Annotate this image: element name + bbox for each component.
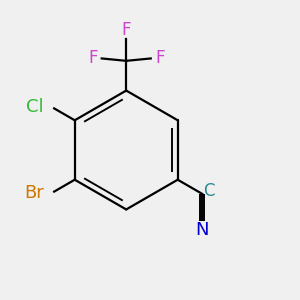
Text: F: F bbox=[88, 50, 98, 68]
Text: F: F bbox=[122, 21, 131, 39]
Text: Br: Br bbox=[24, 184, 44, 202]
Text: C: C bbox=[203, 182, 214, 200]
Text: N: N bbox=[195, 220, 209, 238]
Text: F: F bbox=[155, 50, 164, 68]
Text: Cl: Cl bbox=[26, 98, 44, 116]
